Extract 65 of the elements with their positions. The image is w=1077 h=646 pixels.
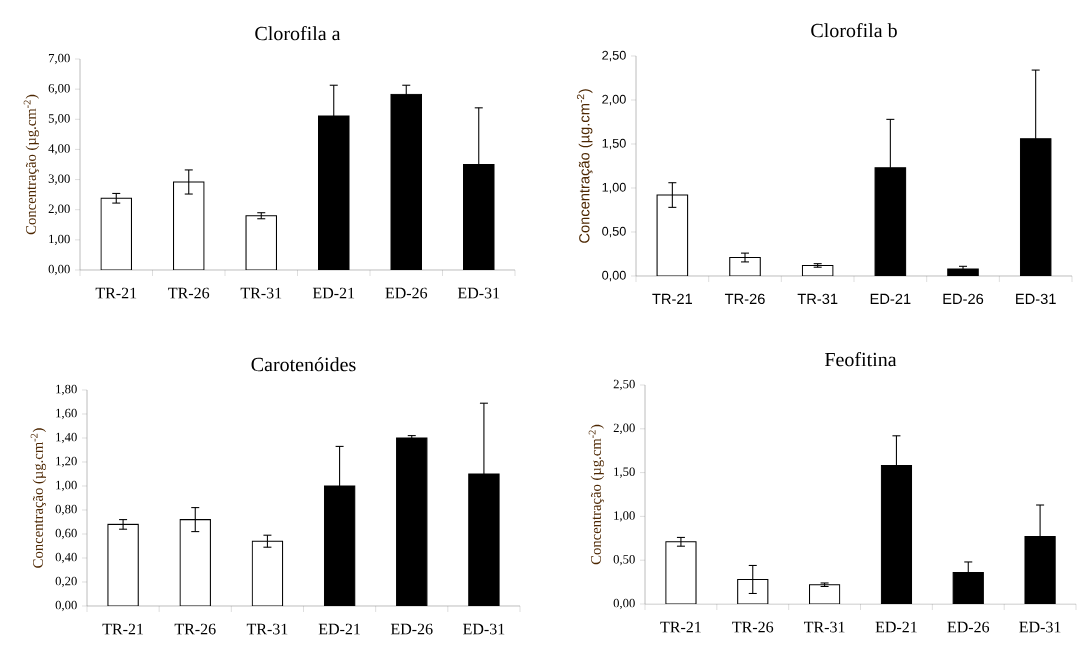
y-tick-label: 2,00 [602,94,626,106]
y-tick-label: 0,80 [55,504,77,516]
y-tick-label: 2,00 [48,204,70,215]
y-tick-label: 0,00 [613,598,635,610]
y-tick-label: 0,50 [602,226,626,238]
y-tick-label: 1,00 [56,480,77,492]
bar [107,523,139,606]
x-tick-label: TR-31 [797,293,838,305]
y-tick-label: 0,00 [602,270,626,282]
y-axis-title: Concentração (µg.cm$^{-2}$) [588,424,604,565]
y-tick-label: 3,00 [48,174,70,185]
y-tick-label: 2,00 [613,423,635,434]
chart-title: Feofitina [824,352,897,367]
y-tick-label: 0,50 [613,555,635,566]
y-tick-label: 1,00 [614,511,635,522]
y-tick-label: 6,00 [48,83,70,95]
chart-title: Carotenóides [251,357,356,372]
x-tick-label: ED-21 [312,287,355,299]
x-tick-label: TR-21 [652,293,692,304]
x-tick-label: ED-26 [390,623,433,635]
y-tick-label: 5,00 [48,114,70,125]
y-tick-label: 1,40 [56,432,77,444]
x-tick-label: TR-31 [246,623,288,635]
y-tick-label: 4,00 [48,144,70,155]
x-tick-label: ED-31 [457,287,500,299]
y-tick-label: 1,60 [56,408,77,420]
x-tick-label: ED-26 [385,287,428,299]
x-tick-label: TR-31 [240,287,282,299]
y-axis-title: Concentração (µg.cm$^{-2}$) [30,428,46,568]
x-tick-label: ED-31 [463,623,505,635]
chart-title: Clorofila b [811,23,897,38]
y-axis-title: Concentração (µg.cm$^{-2}$) [576,89,593,243]
x-tick-label: TR-26 [732,621,774,633]
x-tick-label: ED-21 [870,293,911,304]
x-tick-label: TR-26 [724,293,765,305]
y-tick-label: 1,00 [602,182,626,194]
x-tick-label: TR-31 [804,621,845,633]
y-tick-label: 0,20 [55,576,77,588]
y-tick-label: 1,50 [602,138,626,150]
x-tick-label: TR-21 [95,287,137,299]
y-tick-label: 1,20 [56,456,77,468]
y-tick-label: 1,50 [614,467,635,478]
chart-title: Clorofila a [255,26,341,41]
x-tick-label: TR-21 [660,621,701,633]
y-tick-label: 1,00 [49,234,70,246]
x-tick-label: ED-31 [1016,293,1056,305]
x-tick-label: TR-26 [174,623,216,635]
x-tick-label: TR-26 [168,287,210,299]
y-tick-label: 2,50 [602,50,626,62]
y-tick-label: 0,60 [55,528,77,540]
bar [808,584,841,604]
x-tick-label: TR-21 [102,623,144,635]
y-tick-label: 1,80 [56,384,77,396]
y-tick-label: 0,00 [55,600,77,612]
x-tick-label: ED-21 [875,621,917,633]
y-axis-title: Concentração (µg.cm$^{-2}$) [23,94,39,235]
x-tick-label: ED-26 [943,293,984,305]
y-tick-label: 0,00 [48,264,70,276]
x-tick-label: ED-26 [947,621,990,633]
y-tick-label: 7,00 [48,53,70,65]
x-tick-label: ED-21 [318,623,360,635]
y-tick-label: 0,40 [55,552,77,564]
x-tick-label: ED-31 [1019,621,1061,633]
bar [665,541,697,604]
y-tick-label: 2,50 [613,379,635,391]
